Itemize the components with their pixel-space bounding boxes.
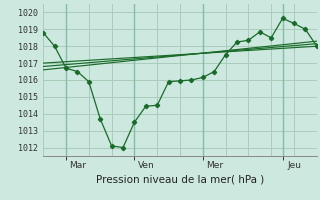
- X-axis label: Pression niveau de la mer( hPa ): Pression niveau de la mer( hPa ): [96, 174, 264, 184]
